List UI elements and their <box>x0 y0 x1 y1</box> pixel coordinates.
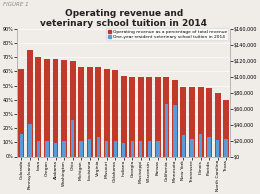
Bar <box>53 59 58 157</box>
Bar <box>18 68 24 157</box>
Bar <box>70 61 76 157</box>
Bar <box>88 139 91 157</box>
Bar <box>206 88 212 157</box>
Bar <box>45 140 49 157</box>
Bar <box>189 87 195 157</box>
Bar <box>165 104 168 157</box>
Bar <box>71 120 74 157</box>
Bar <box>122 143 125 157</box>
Bar <box>224 139 228 157</box>
Bar <box>156 140 160 157</box>
Bar <box>54 143 57 157</box>
Bar <box>223 100 229 157</box>
Bar <box>96 137 100 157</box>
Bar <box>35 57 41 157</box>
Bar <box>62 140 66 157</box>
Bar <box>198 87 204 157</box>
Bar <box>138 77 144 157</box>
Bar <box>207 137 211 157</box>
Text: FIGURE 1: FIGURE 1 <box>3 2 28 7</box>
Bar <box>78 67 84 157</box>
Bar <box>214 93 220 157</box>
Bar <box>105 141 108 157</box>
Bar <box>146 77 152 157</box>
Bar <box>131 141 134 157</box>
Bar <box>173 105 177 157</box>
Bar <box>172 80 178 157</box>
Bar <box>129 77 135 157</box>
Bar <box>104 68 110 157</box>
Legend: Operating revenue as a percentage of total revenue, One-year resident veterinary: Operating revenue as a percentage of tot… <box>106 29 228 40</box>
Bar <box>216 140 219 157</box>
Bar <box>61 60 67 157</box>
Bar <box>182 135 185 157</box>
Bar <box>199 134 202 157</box>
Bar <box>37 141 40 157</box>
Bar <box>112 70 118 157</box>
Bar <box>148 141 151 157</box>
Bar <box>164 77 169 157</box>
Bar <box>80 141 83 157</box>
Bar <box>87 67 93 157</box>
Bar <box>180 87 186 157</box>
Bar <box>114 140 117 157</box>
Bar <box>121 76 127 157</box>
Bar <box>28 124 31 157</box>
Bar <box>95 67 101 157</box>
Title: Operating revenue and
veterinary school tuition in 2014: Operating revenue and veterinary school … <box>40 9 207 28</box>
Bar <box>155 77 161 157</box>
Bar <box>27 50 33 157</box>
Bar <box>44 59 50 157</box>
Bar <box>20 134 23 157</box>
Bar <box>139 140 142 157</box>
Bar <box>190 139 194 157</box>
